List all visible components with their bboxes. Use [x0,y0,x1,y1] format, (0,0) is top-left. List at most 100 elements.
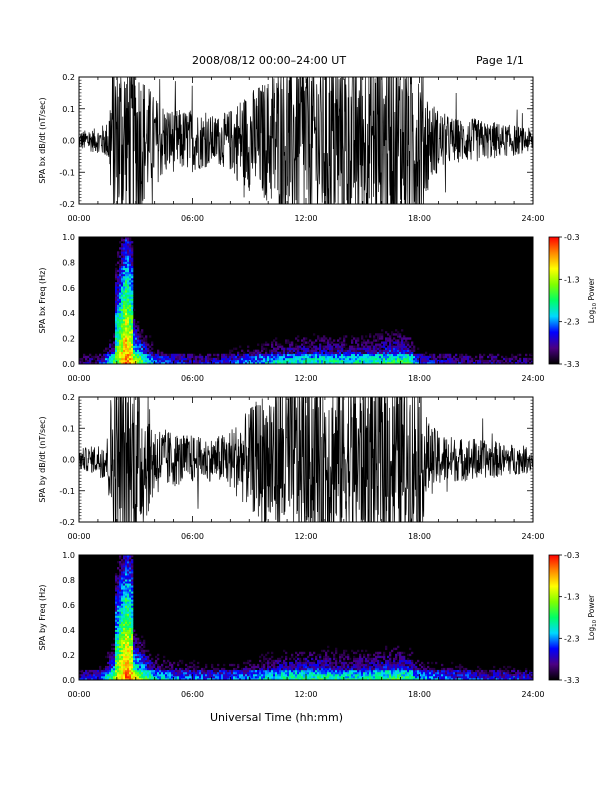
spectrogram-cell [413,353,416,357]
spectrogram-cell [329,675,332,679]
spectrogram-cell [129,659,132,663]
spectrogram-cell [109,357,112,361]
spectrogram-cell [297,663,300,667]
spectrogram-cell [321,337,324,340]
spectrogram-cell [357,663,360,667]
spectrogram-cell [225,677,228,681]
spectrogram-cell [329,355,332,359]
spectrogram-cell [329,341,332,344]
spectrogram-cell [125,267,128,271]
spectrogram-cell [119,277,122,281]
spectrogram-cell [249,659,252,663]
spectrogram-cell [509,673,512,677]
spectrogram-cell [369,669,372,673]
spectrogram-cell [383,361,386,365]
spectrogram-cell [277,359,280,363]
spectrogram-cell [389,675,392,679]
spectrogram-cell [127,601,130,604]
spectrogram-cell [127,669,130,673]
spectrogram-cell [119,621,122,624]
spectrogram-cell [125,667,128,671]
spectrogram-cell [391,663,394,667]
spectrogram-cell [435,669,438,673]
spectrogram-cell [111,653,114,657]
spectrogram-cell [123,271,126,275]
spectrogram-cell [315,671,318,675]
spectrogram-cell [401,673,404,677]
spectrogram-cell [121,613,124,616]
spectrogram-cell [263,673,266,677]
spectrogram-cell [119,655,122,659]
spectrogram-cell [123,657,126,661]
spectrogram-cell [115,343,118,346]
spectrogram-cell [131,298,134,301]
spectrogram-cell [129,673,132,677]
spectrogram-cell [199,353,202,357]
spectrogram-cell [329,339,332,342]
spectrogram-cell [235,667,238,671]
spectrogram-cell [117,349,120,353]
spectrogram-cell [341,345,344,348]
spectrogram-cell [301,339,304,342]
spectrogram-cell [117,601,120,604]
spectrogram-cell [121,267,124,271]
spectrogram-cell [397,675,400,679]
spectrogram-cell [335,359,338,363]
spectrogram-cell [95,677,98,681]
spectrogram-cell [131,361,134,365]
spectrogram-cell [503,361,506,365]
spectrogram-cell [531,671,534,675]
spectrogram-cell [445,675,448,679]
spectrogram-cell [301,669,304,673]
spectrogram-cell [165,359,168,363]
spectrogram-cell [127,587,130,590]
spectrogram-cell [157,665,160,669]
spectrogram-cell [93,675,96,679]
spectrogram-cell [125,669,128,673]
spectrogram-cell [441,361,444,365]
spectrogram-cell [79,677,82,681]
spectrogram-cell [129,323,132,326]
spectrogram-cell [449,675,452,679]
spectrogram-cell [109,665,112,669]
spectrogram-cell [405,667,408,671]
spectrogram-cell [377,333,380,336]
spectrogram-cell [271,667,274,671]
spectrogram-cell [131,265,134,269]
spectrogram-cell [185,669,188,673]
spectrogram-cell [303,675,306,679]
spectrogram-cell [369,661,372,665]
spectrogram-cell [309,671,312,675]
spectrogram-cell [157,667,160,671]
spectrogram-cell [279,657,282,661]
spectrogram-cell [283,349,286,353]
spectrogram-cell [343,671,346,675]
spectrogram-cell [235,671,238,675]
spectrogram-cell [377,359,380,363]
spectrogram-cell [313,347,316,350]
spectrogram-cell [307,663,310,667]
spectrogram-cell [115,663,118,667]
spectrogram-cell [125,599,128,602]
spectrogram-cell [131,607,134,610]
spectrogram-cell [121,635,124,638]
spectrogram-cell [413,355,416,359]
spectrogram-cell [129,641,132,645]
spectrogram-cell [369,345,372,348]
spectrogram-cell [371,349,374,353]
spectrogram-cell [265,341,268,344]
spectrogram-cell [239,357,242,361]
spectrogram-cell [127,351,130,355]
spectrogram-cell [265,669,268,673]
spectrogram-cell [139,671,142,675]
spectrogram-cell [377,335,380,338]
spectrogram-cell [157,677,160,681]
spectrogram-cell [381,355,384,359]
spectrogram-cell [111,361,114,365]
spectrogram-cell [151,355,154,359]
spectrogram-cell [277,343,280,346]
spectrogram-cell [123,341,126,344]
spectrogram-cell [451,675,454,679]
spectrogram-cell [291,661,294,665]
spectrogram-cell [327,351,330,355]
